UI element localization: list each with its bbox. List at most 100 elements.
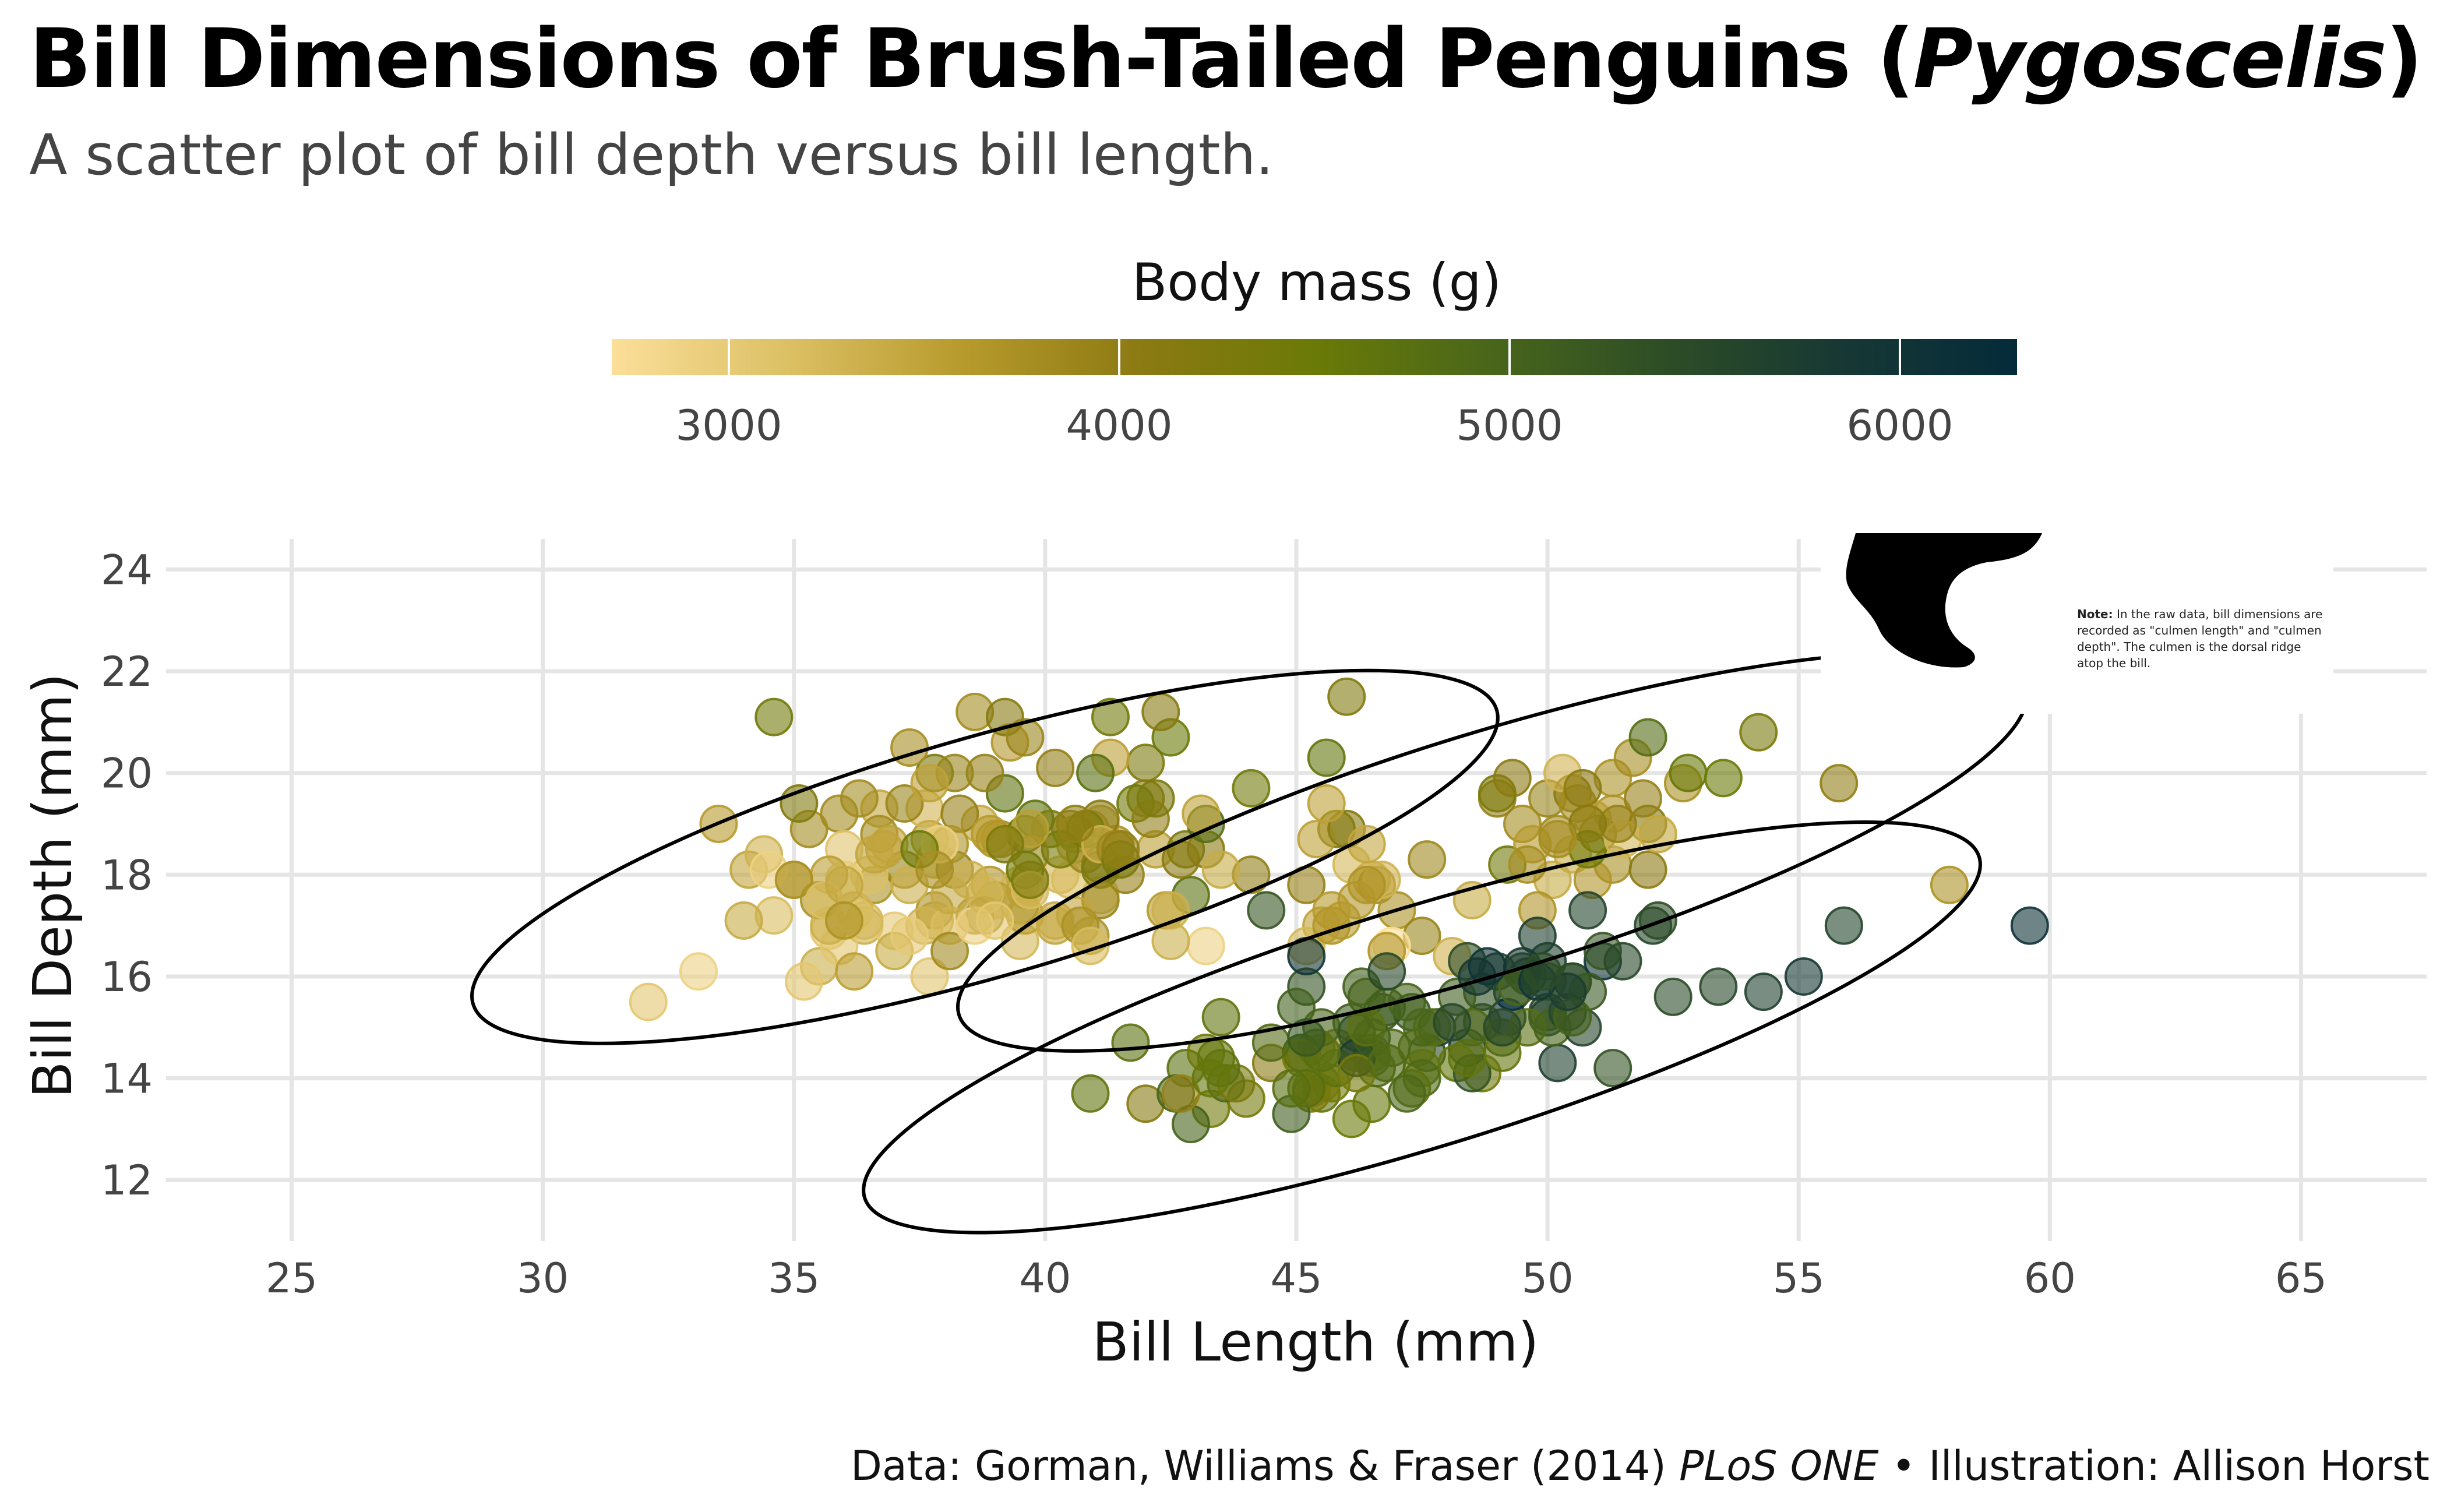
scatter-point [1071, 1074, 1110, 1113]
scatter-point [1739, 713, 1778, 752]
scatter-point [835, 952, 874, 991]
scatter-point [1161, 1074, 1200, 1113]
scatter-point [1232, 769, 1271, 808]
scatter-point [679, 952, 718, 991]
scatter-point [1136, 779, 1175, 818]
y-tick-label: 14 [101, 1055, 153, 1103]
scatter-point [915, 850, 954, 889]
scatter-point [1071, 926, 1110, 965]
scatter-point [774, 861, 813, 900]
colorbar [612, 339, 2017, 375]
y-tick-label: 18 [101, 851, 153, 899]
scatter-point [1493, 759, 1532, 798]
x-tick-label: 35 [768, 1254, 820, 1302]
y-axis-label: Bill Depth (mm) [22, 673, 84, 1098]
scatter-point [754, 697, 794, 736]
scatter-point [1433, 1003, 1472, 1042]
scatter-point [1076, 753, 1115, 792]
illustration-note: Note: In the raw data, bill dimensions a… [2077, 607, 2323, 670]
scatter-point [1191, 1059, 1230, 1098]
source-caption: Data: Gorman, Williams & Fraser (2014) P… [850, 1442, 2430, 1490]
scatter-point [1186, 926, 1225, 965]
scatter-point [1568, 891, 1607, 930]
scatter-point [1820, 764, 1859, 803]
colorbar-tick-label: 3000 [675, 401, 782, 450]
y-tick-label: 12 [101, 1157, 153, 1204]
scatter-point [1653, 977, 1693, 1016]
scatter-point [1628, 718, 1667, 757]
scatter-point [1930, 865, 1969, 904]
scatter-point [1483, 1008, 1522, 1047]
scatter-point [1603, 942, 1642, 981]
scatter-point [629, 982, 668, 1021]
scatter-point [1367, 1044, 1406, 1083]
scatter-point [1056, 804, 1095, 843]
scatter-point [1201, 998, 1240, 1037]
x-tick-label: 25 [266, 1254, 318, 1302]
x-tick-label: 30 [517, 1254, 569, 1302]
colorbar-tick-label: 4000 [1066, 401, 1172, 450]
scatter-point [910, 764, 949, 803]
scatter-point [1408, 840, 1447, 879]
scatter-point [1101, 830, 1140, 869]
x-axis-label: Bill Length (mm) [1092, 1311, 1539, 1373]
scatter-point [975, 901, 1014, 940]
scatter-point [785, 962, 824, 1001]
scatter-point [1669, 753, 1708, 792]
scatter-point [1367, 952, 1406, 991]
y-tick-label: 24 [101, 546, 153, 594]
scatter-point [930, 932, 969, 971]
colorbar-legend: Body mass (g) 3000 4000 5000 6000 [612, 252, 2017, 450]
page-subtitle: A scatter plot of bill depth versus bill… [29, 122, 1274, 188]
scatter-point [1593, 1049, 1632, 1088]
scatter-point [840, 779, 879, 818]
scatter-point [1247, 891, 1286, 930]
colorbar-tick-label: 5000 [1456, 401, 1563, 450]
scatter-point [1006, 718, 1045, 757]
colorbar-tick-label: 6000 [1846, 401, 1953, 450]
scatter-point [1538, 820, 1577, 859]
scatter-point [1091, 697, 1130, 736]
scatter-point [890, 917, 929, 956]
scatter-point [1538, 1044, 1577, 1083]
scatter-point [1548, 972, 1587, 1011]
scatter-point [1784, 957, 1823, 996]
scatter-point [1824, 906, 1863, 945]
scatter-point [1628, 850, 1667, 889]
scatter-point [855, 835, 894, 874]
scatter-point [1307, 738, 1346, 777]
scatter-point [1011, 861, 1050, 900]
caption-journal: PLoS ONE [1679, 1442, 1879, 1490]
confidence-ellipse [470, 668, 1500, 1045]
scatter-point [1568, 804, 1607, 843]
scatter-point [985, 824, 1024, 864]
title-genus: Pygoscelis [1913, 12, 2387, 107]
scatter-point [1387, 1074, 1426, 1113]
legend-title: Body mass (g) [1132, 252, 1501, 312]
x-tick-label: 65 [2275, 1254, 2327, 1302]
scatter-point [2010, 906, 2049, 945]
scatter-point [1272, 1069, 1311, 1108]
page-title: Bill Dimensions of Brush-Tailed Penguins… [29, 12, 2423, 107]
y-tick-label: 22 [101, 648, 153, 696]
penguin-head-silhouette [1846, 533, 2042, 668]
y-tick-label: 16 [101, 953, 153, 1001]
penguin-illustration [1821, 533, 2333, 714]
scatter-point [1523, 952, 1562, 991]
scatter-point [1287, 1018, 1326, 1057]
scatter-point [1327, 677, 1366, 716]
y-tick-label: 20 [101, 750, 153, 798]
confidence-ellipse [862, 820, 1982, 1235]
scatter-point [1704, 759, 1743, 798]
scatter-point [885, 784, 924, 823]
x-tick-label: 40 [1019, 1254, 1071, 1302]
scatter-point [1699, 967, 1738, 1006]
x-tick-label: 55 [1773, 1254, 1825, 1302]
scatter-point [1623, 779, 1662, 818]
scatter-point [1387, 982, 1426, 1021]
x-tick-label: 60 [2024, 1254, 2076, 1302]
scatter-point [825, 865, 863, 904]
scatter-point [1563, 769, 1602, 808]
scatter-point [1307, 784, 1346, 823]
